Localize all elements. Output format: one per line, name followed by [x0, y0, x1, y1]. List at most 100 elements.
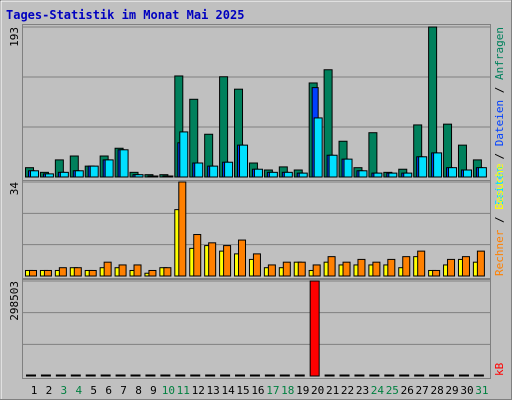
- x-tick-label: 15: [236, 384, 249, 397]
- x-tick-label: 28: [430, 384, 443, 397]
- legend-separator: /: [493, 80, 506, 100]
- legend-entry: Seiten: [493, 166, 506, 206]
- bar: [26, 374, 36, 377]
- bar: [418, 156, 428, 178]
- bar: [239, 144, 249, 178]
- legend-separator: /: [493, 210, 506, 230]
- x-tick-label: 12: [192, 384, 205, 397]
- x-tick-label: 17: [266, 384, 279, 397]
- bar: [175, 374, 186, 377]
- bar: [429, 374, 440, 377]
- legend-separator: /: [493, 146, 506, 166]
- chart-title: Tages-Statistik im Monat Mai 2025: [6, 8, 244, 22]
- x-tick-label: 6: [105, 384, 112, 397]
- bar: [220, 374, 231, 377]
- bar: [134, 174, 144, 178]
- legend: Rechner / Besuche: [493, 163, 506, 276]
- bar: [85, 374, 96, 377]
- legend-entry: Anfragen: [493, 27, 506, 80]
- bar: [205, 374, 216, 377]
- bar: [130, 374, 141, 377]
- x-tick-label: 27: [416, 384, 429, 397]
- x-tick-label: 30: [460, 384, 473, 397]
- bar: [73, 267, 82, 277]
- legend-entry: kB: [493, 362, 506, 376]
- bar: [208, 242, 217, 277]
- bar: [368, 132, 378, 178]
- x-tick-label: 23: [356, 384, 369, 397]
- bar: [403, 172, 413, 178]
- bar: [209, 165, 219, 178]
- panel: [22, 279, 491, 379]
- bar: [473, 374, 484, 377]
- bar: [44, 173, 54, 178]
- bar: [29, 269, 37, 277]
- x-tick-label: 20: [311, 384, 324, 397]
- bar: [74, 170, 84, 178]
- x-tick-label: 4: [75, 384, 82, 397]
- y-tick-label: 34: [8, 182, 21, 196]
- bar: [462, 169, 472, 178]
- bar: [103, 261, 112, 277]
- y-tick-label: 298503: [8, 281, 21, 321]
- bar: [133, 264, 142, 277]
- bar: [358, 170, 368, 178]
- bar: [115, 374, 126, 377]
- x-tick-label: 7: [120, 384, 127, 397]
- x-tick-label: 18: [281, 384, 294, 397]
- bar: [327, 256, 336, 277]
- x-tick-label: 13: [207, 384, 220, 397]
- x-tick-label: 9: [150, 384, 157, 397]
- x-tick-label: 10: [162, 384, 175, 397]
- bar: [164, 175, 174, 178]
- bar: [194, 162, 204, 178]
- bar: [163, 267, 172, 277]
- legend: Seiten / Dateien / Anfragen: [493, 27, 506, 206]
- bar: [402, 256, 411, 277]
- x-tick-label: 24: [371, 384, 385, 397]
- x-tick-label: 2: [46, 384, 53, 397]
- legend-entry: Besuche: [493, 163, 506, 209]
- bar: [458, 374, 469, 377]
- bar: [414, 374, 425, 377]
- bar: [88, 269, 97, 277]
- bar: [279, 374, 290, 377]
- bar: [354, 374, 365, 377]
- bar: [369, 374, 380, 377]
- bar: [313, 117, 323, 178]
- bar: [70, 374, 81, 377]
- bar: [58, 267, 67, 277]
- bar: [252, 253, 261, 277]
- bar: [342, 261, 351, 277]
- bar: [104, 159, 114, 178]
- bar: [399, 374, 410, 377]
- bar: [193, 234, 202, 277]
- bar: [43, 269, 52, 277]
- bar: [235, 374, 246, 377]
- bar: [461, 256, 470, 277]
- y-tick-label: 193: [8, 27, 21, 47]
- bar: [55, 374, 66, 377]
- bar: [432, 269, 441, 277]
- bar: [312, 264, 321, 277]
- bar: [372, 261, 381, 277]
- bar: [160, 374, 171, 377]
- x-tick-label: 3: [61, 384, 68, 397]
- bar: [223, 245, 232, 277]
- legend-entry: Dateien: [493, 100, 506, 146]
- bar: [118, 264, 127, 277]
- x-tick-label: 14: [221, 384, 235, 397]
- bar: [447, 258, 456, 277]
- bar: [388, 172, 398, 178]
- bar: [448, 167, 458, 178]
- bar: [178, 181, 187, 277]
- bar: [444, 374, 455, 377]
- bar: [267, 264, 276, 277]
- bar: [477, 167, 487, 178]
- bar: [224, 161, 234, 178]
- bar: [190, 374, 201, 377]
- bar: [268, 171, 278, 178]
- bar: [283, 171, 293, 178]
- x-tick-label: 22: [341, 384, 354, 397]
